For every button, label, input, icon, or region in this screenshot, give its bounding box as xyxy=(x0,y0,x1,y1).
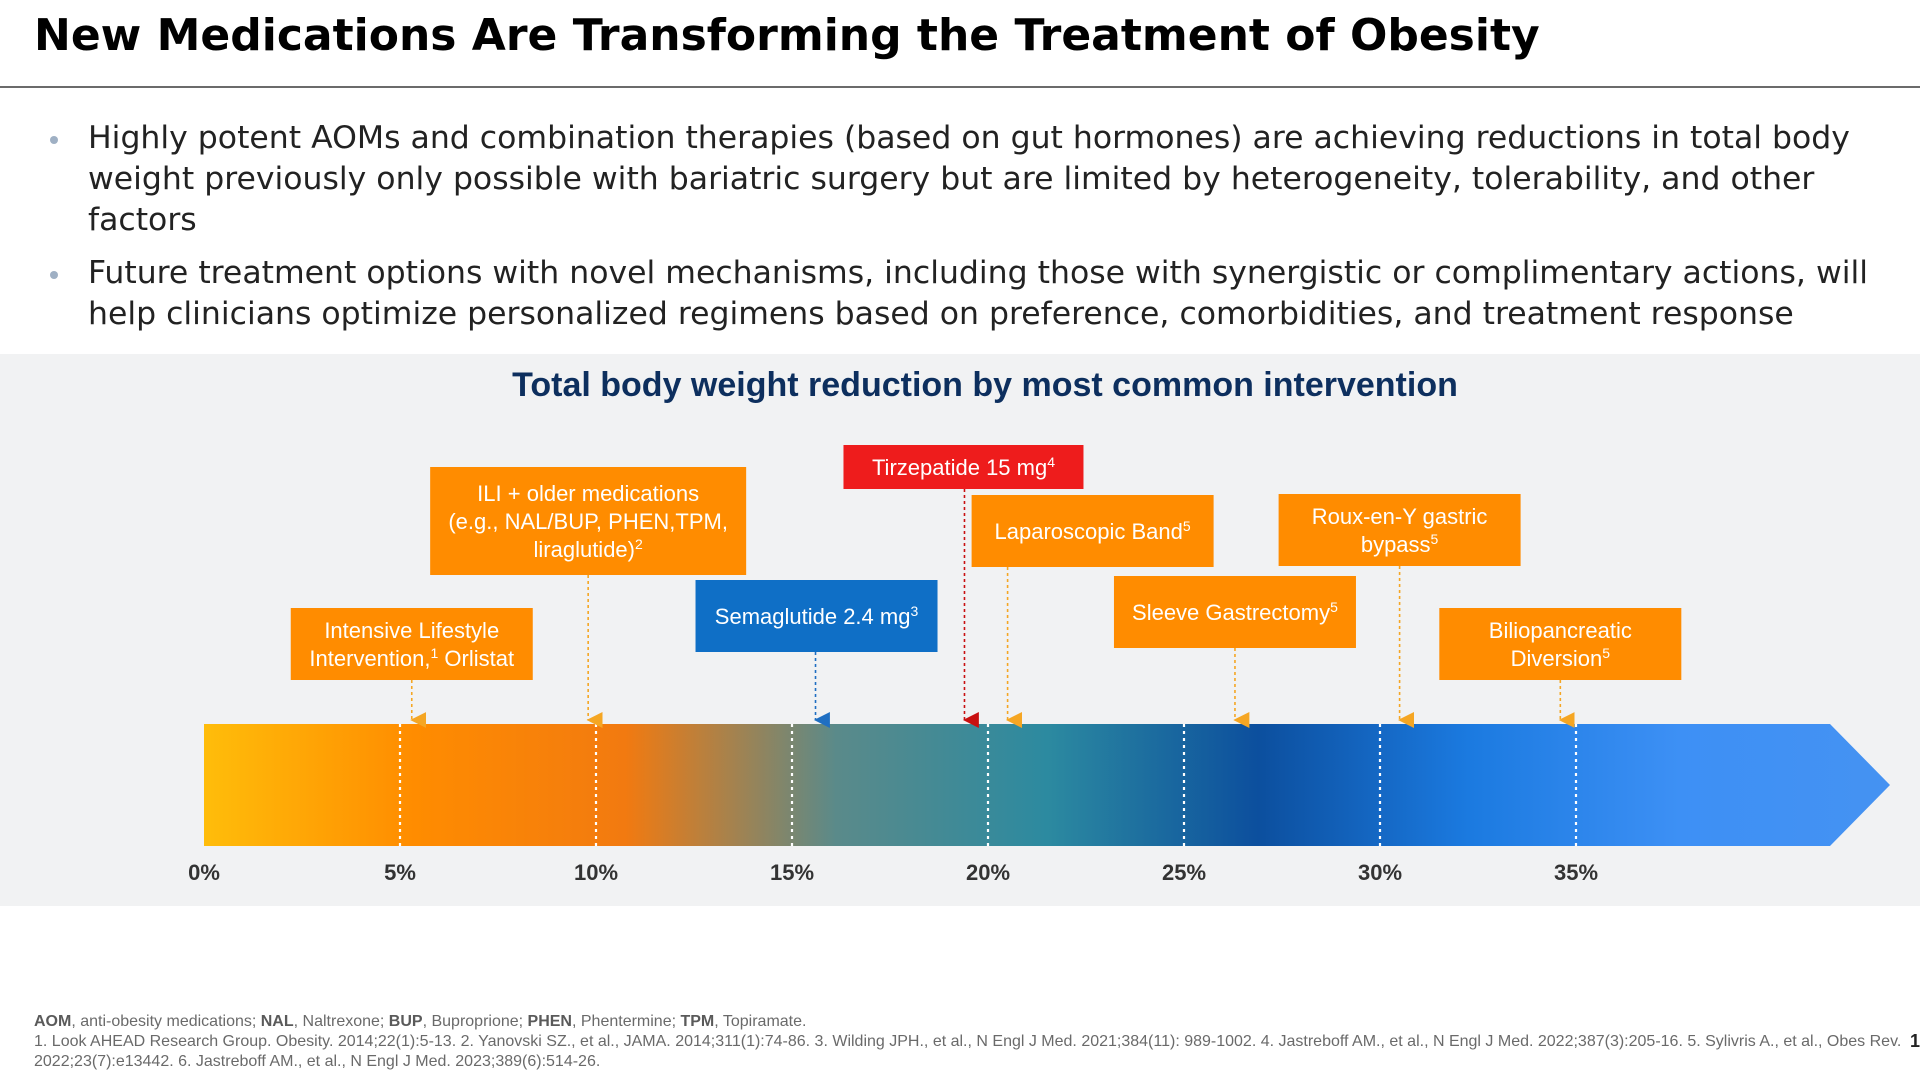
abbreviations-line: AOM, anti-obesity medications; NAL, Nalt… xyxy=(34,1012,1904,1032)
callout-5: Sleeve Gastrectomy5 xyxy=(1113,576,1356,728)
callout-label: liraglutide)2 xyxy=(534,536,644,562)
callout-box xyxy=(1113,576,1356,648)
slide-title: New Medications Are Transforming the Tre… xyxy=(34,10,1540,61)
callout-label-text: Tirzepatide 15 mg xyxy=(872,455,1047,480)
tick-label-group: 0% 5% 10% 15% 20% 25% 30% 35% xyxy=(188,860,1598,885)
callout-label: bypass5 xyxy=(1361,531,1439,557)
callout-label-text: liraglutide) xyxy=(534,537,636,562)
bullet-list: Highly potent AOMs and combination thera… xyxy=(48,118,1908,347)
chart-title: Total body weight reduction by most comm… xyxy=(512,366,1458,404)
weight-reduction-chart: Total body weight reduction by most comm… xyxy=(188,366,1890,885)
callout-label-text: Intervention, xyxy=(309,646,430,671)
callout-box xyxy=(1278,494,1521,566)
bullet-dot-icon xyxy=(50,271,58,279)
callout-2: Semaglutide 2.4 mg3 xyxy=(695,580,938,728)
tick-label: 5% xyxy=(384,860,416,885)
callout-label: Roux-en-Y gastric xyxy=(1312,504,1488,529)
callout-label: Biliopancreatic xyxy=(1489,618,1632,643)
abbreviation-definition: , Topiramate. xyxy=(714,1013,807,1030)
scale-bar-group xyxy=(204,724,1890,846)
tick-label: 15% xyxy=(770,860,814,885)
abbreviation-definition: , Buproprione; xyxy=(422,1013,528,1030)
superscript-reference: 5 xyxy=(1602,645,1610,661)
chart-panel: Total body weight reduction by most comm… xyxy=(0,354,1920,906)
page-number: 1 xyxy=(1909,1031,1920,1051)
callout-box xyxy=(843,445,1084,489)
footnotes: AOM, anti-obesity medications; NAL, Nalt… xyxy=(34,1012,1904,1072)
abbreviation-term: PHEN xyxy=(527,1013,572,1030)
callout-label: Diversion5 xyxy=(1511,645,1611,671)
superscript-reference: 4 xyxy=(1047,454,1055,470)
weight-scale-arrow-bar xyxy=(204,724,1890,846)
title-divider xyxy=(0,86,1920,88)
callout-box xyxy=(1439,608,1682,680)
callout-label-text: Semaglutide 2.4 mg xyxy=(715,604,911,629)
callout-box xyxy=(430,467,747,575)
tick-label: 25% xyxy=(1162,860,1206,885)
superscript-reference: 5 xyxy=(1183,518,1191,534)
abbreviation-definition: , anti-obesity medications; xyxy=(71,1013,261,1030)
bullet-text: Highly potent AOMs and combination thera… xyxy=(88,120,1850,238)
callout-label: (e.g., NAL/BUP, PHEN,TPM, xyxy=(448,509,728,534)
references-text: 1. Look AHEAD Research Group. Obesity. 2… xyxy=(34,1033,1902,1070)
bullet-item: Future treatment options with novel mech… xyxy=(48,253,1908,335)
callout-box xyxy=(290,608,533,680)
superscript-reference: 5 xyxy=(1330,599,1338,615)
callout-label-text: Laparoscopic Band xyxy=(995,519,1183,544)
callout-box xyxy=(971,495,1214,567)
tick-label: 30% xyxy=(1358,860,1402,885)
abbreviation-term: AOM xyxy=(34,1013,72,1030)
callout-label-text: Roux-en-Y gastric xyxy=(1312,504,1488,529)
callout-label-text: Sleeve Gastrectomy xyxy=(1132,600,1330,625)
callout-label: Intervention,1 Orlistat xyxy=(309,645,514,671)
tick-label: 0% xyxy=(188,860,220,885)
tick-label: 10% xyxy=(574,860,618,885)
abbreviation-definition: , Naltrexone; xyxy=(293,1013,389,1030)
superscript-reference: 5 xyxy=(1431,531,1439,547)
callout-label-text: (e.g., NAL/BUP, PHEN,TPM, xyxy=(448,509,728,534)
callout-1: ILI + older medications (e.g., NAL/BUP, P… xyxy=(430,467,747,728)
bullet-text: Future treatment options with novel mech… xyxy=(88,255,1868,332)
callout-label-text: ILI + older medications xyxy=(477,481,699,506)
callout-label: Intensive Lifestyle xyxy=(324,618,499,643)
callout-label: Sleeve Gastrectomy5 xyxy=(1132,599,1338,625)
callout-label-text: Intensive Lifestyle xyxy=(324,618,499,643)
superscript-reference: 1 xyxy=(431,645,439,661)
abbreviation-term: BUP xyxy=(388,1013,423,1030)
superscript-reference: 2 xyxy=(635,536,643,552)
abbreviation-definition: , Phentermine; xyxy=(571,1013,681,1030)
callout-label: Tirzepatide 15 mg4 xyxy=(872,454,1055,480)
abbreviation-term: NAL xyxy=(260,1013,294,1030)
tick-label: 20% xyxy=(966,860,1010,885)
callout-label: Laparoscopic Band5 xyxy=(995,518,1191,544)
callout-label-text: Biliopancreatic xyxy=(1489,618,1632,643)
bullet-dot-icon xyxy=(50,136,58,144)
tick-label: 35% xyxy=(1554,860,1598,885)
callout-label: Semaglutide 2.4 mg3 xyxy=(715,603,919,629)
abbreviation-term: TPM xyxy=(680,1013,715,1030)
callout-3: Tirzepatide 15 mg4 xyxy=(843,445,1084,728)
callout-box xyxy=(695,580,938,652)
callout-label-text: bypass xyxy=(1361,532,1431,557)
superscript-reference: 3 xyxy=(910,603,918,619)
callout-4: Laparoscopic Band5 xyxy=(971,495,1214,728)
callout-label-text: Diversion xyxy=(1511,646,1603,671)
callout-label: ILI + older medications xyxy=(477,481,699,506)
bullet-item: Highly potent AOMs and combination thera… xyxy=(48,118,1908,241)
callout-label-extra: Orlistat xyxy=(438,646,514,671)
